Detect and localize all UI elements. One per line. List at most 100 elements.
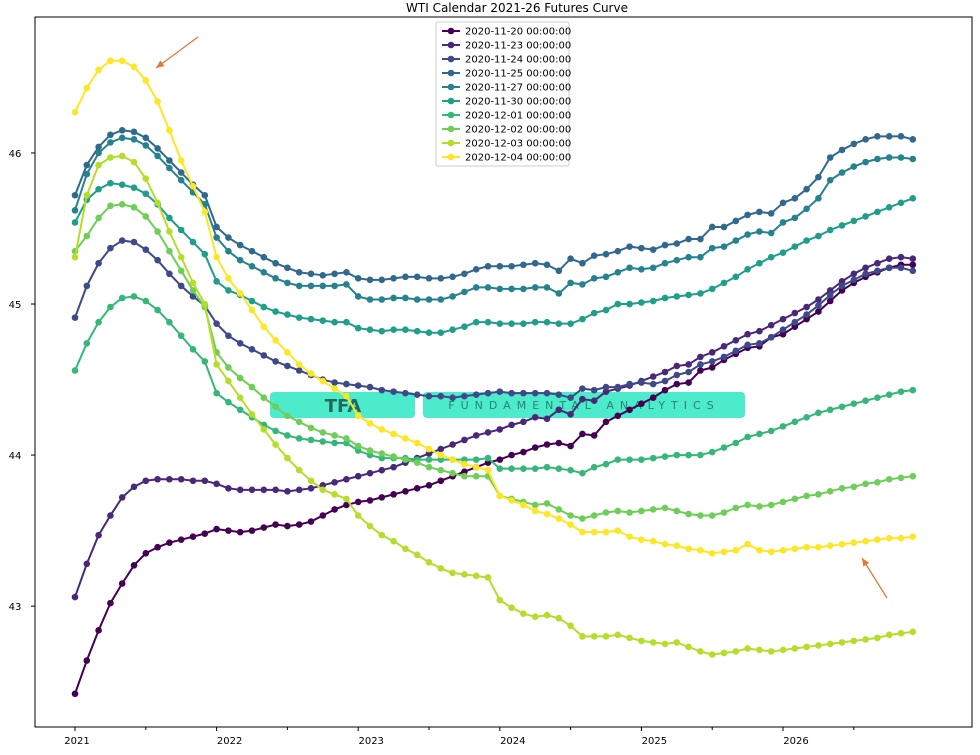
- data-point: [284, 488, 291, 495]
- data-point: [885, 204, 893, 211]
- data-point: [437, 451, 445, 459]
- data-point: [437, 565, 445, 572]
- data-point: [838, 282, 846, 290]
- data-point: [732, 504, 740, 512]
- data-point: [378, 531, 386, 539]
- data-point: [236, 406, 244, 414]
- data-point: [767, 210, 775, 217]
- data-point: [378, 466, 386, 474]
- data-point: [272, 427, 279, 435]
- data-point: [402, 435, 409, 442]
- data-point: [118, 201, 126, 208]
- data-point: [791, 545, 799, 553]
- legend-label: 2020-12-03 00:00:00: [465, 139, 571, 150]
- data-point: [708, 349, 716, 356]
- data-point: [826, 154, 834, 161]
- arrow-top: [155, 36, 199, 69]
- data-point: [661, 294, 669, 302]
- data-point: [685, 379, 692, 386]
- data-point: [767, 333, 775, 341]
- data-point: [614, 507, 622, 515]
- data-point: [354, 293, 362, 300]
- data-point: [520, 501, 527, 509]
- data-point: [71, 253, 79, 261]
- data-point: [555, 465, 563, 472]
- data-point: [697, 367, 704, 374]
- legend-item: 2020-11-27 00:00:00: [442, 83, 571, 94]
- data-point: [732, 439, 740, 447]
- data-point: [225, 247, 232, 255]
- data-point: [213, 278, 220, 285]
- data-point: [803, 205, 810, 213]
- data-point: [118, 134, 126, 142]
- data-point: [331, 318, 338, 326]
- data-point: [744, 330, 751, 338]
- data-point: [166, 214, 173, 222]
- data-point: [826, 488, 834, 495]
- data-point: [177, 332, 185, 340]
- data-point: [472, 318, 480, 326]
- data-point: [767, 321, 775, 329]
- data-point: [378, 296, 386, 303]
- data-point: [756, 646, 763, 654]
- data-point: [803, 643, 810, 651]
- data-point: [142, 142, 150, 149]
- data-point: [496, 492, 504, 500]
- data-point: [307, 370, 315, 377]
- data-point: [850, 400, 858, 408]
- data-point: [236, 256, 244, 264]
- data-point: [579, 281, 586, 288]
- legend-label: 2020-11-27 00:00:00: [465, 83, 571, 94]
- data-point: [638, 299, 645, 306]
- data-point: [461, 392, 468, 400]
- data-point: [756, 327, 763, 335]
- legend-label: 2020-11-25 00:00:00: [465, 69, 571, 80]
- data-point: [520, 465, 527, 472]
- data-point: [272, 403, 279, 411]
- data-point: [520, 448, 527, 456]
- data-point: [354, 498, 362, 506]
- data-point: [331, 491, 338, 498]
- data-point: [555, 320, 563, 327]
- data-point: [413, 485, 421, 492]
- data-point: [449, 394, 456, 401]
- data-point: [531, 444, 539, 451]
- data-point: [579, 315, 586, 323]
- data-point: [189, 477, 197, 485]
- data-point: [307, 485, 315, 492]
- data-point: [685, 545, 692, 553]
- data-point: [343, 435, 350, 442]
- legend-item: 2020-12-01 00:00:00: [442, 111, 571, 122]
- data-point: [838, 222, 846, 229]
- data-point: [626, 380, 633, 388]
- data-point: [319, 317, 327, 324]
- data-point: [130, 293, 138, 300]
- data-point: [767, 229, 775, 237]
- data-point: [319, 512, 327, 519]
- data-point: [673, 507, 681, 515]
- data-point: [213, 480, 220, 488]
- data-point: [496, 285, 504, 293]
- data-point: [862, 537, 869, 545]
- data-point: [130, 63, 138, 71]
- data-point: [402, 545, 409, 553]
- data-point: [331, 478, 338, 486]
- data-point: [461, 460, 468, 468]
- data-point: [343, 392, 350, 400]
- data-point: [815, 194, 822, 202]
- data-point: [177, 267, 185, 275]
- data-point: [697, 451, 704, 459]
- data-point: [307, 518, 315, 525]
- legend-marker: [447, 27, 455, 35]
- data-point: [248, 486, 256, 494]
- data-point: [130, 158, 138, 166]
- data-point: [166, 247, 173, 255]
- data-point: [272, 486, 279, 494]
- data-point: [201, 300, 209, 308]
- data-point: [531, 414, 539, 421]
- series-4: [71, 134, 917, 303]
- data-point: [225, 485, 232, 492]
- data-point: [366, 469, 374, 477]
- data-point: [366, 296, 374, 303]
- data-point: [378, 426, 386, 433]
